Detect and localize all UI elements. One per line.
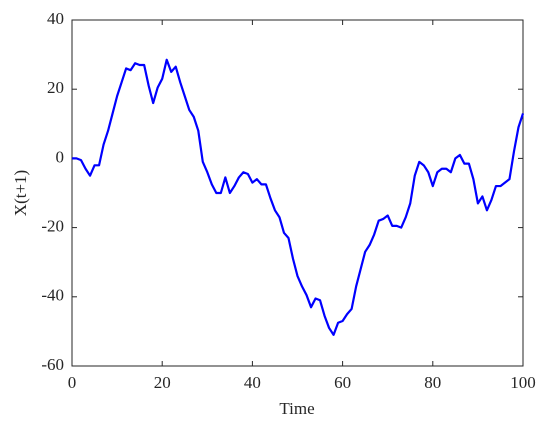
x-tick-label: 100 bbox=[510, 373, 536, 392]
x-axis-label: Time bbox=[279, 399, 314, 418]
x-tick-label: 40 bbox=[244, 373, 261, 392]
y-tick-label: -60 bbox=[41, 355, 64, 374]
x-tick-label: 20 bbox=[154, 373, 171, 392]
axes-frame bbox=[71, 19, 524, 367]
y-tick-label: 0 bbox=[56, 147, 65, 166]
x-tick-label: 0 bbox=[68, 373, 77, 392]
data-line bbox=[72, 58, 525, 336]
y-tick-label: -20 bbox=[41, 217, 64, 236]
y-axis-label: X(t+1) bbox=[11, 170, 30, 216]
y-tick-label: -40 bbox=[41, 286, 64, 305]
y-tick-label: 20 bbox=[47, 78, 64, 97]
x-tick-label: 60 bbox=[334, 373, 351, 392]
y-tick-label: 40 bbox=[47, 9, 64, 28]
x-tick-label: 80 bbox=[424, 373, 441, 392]
